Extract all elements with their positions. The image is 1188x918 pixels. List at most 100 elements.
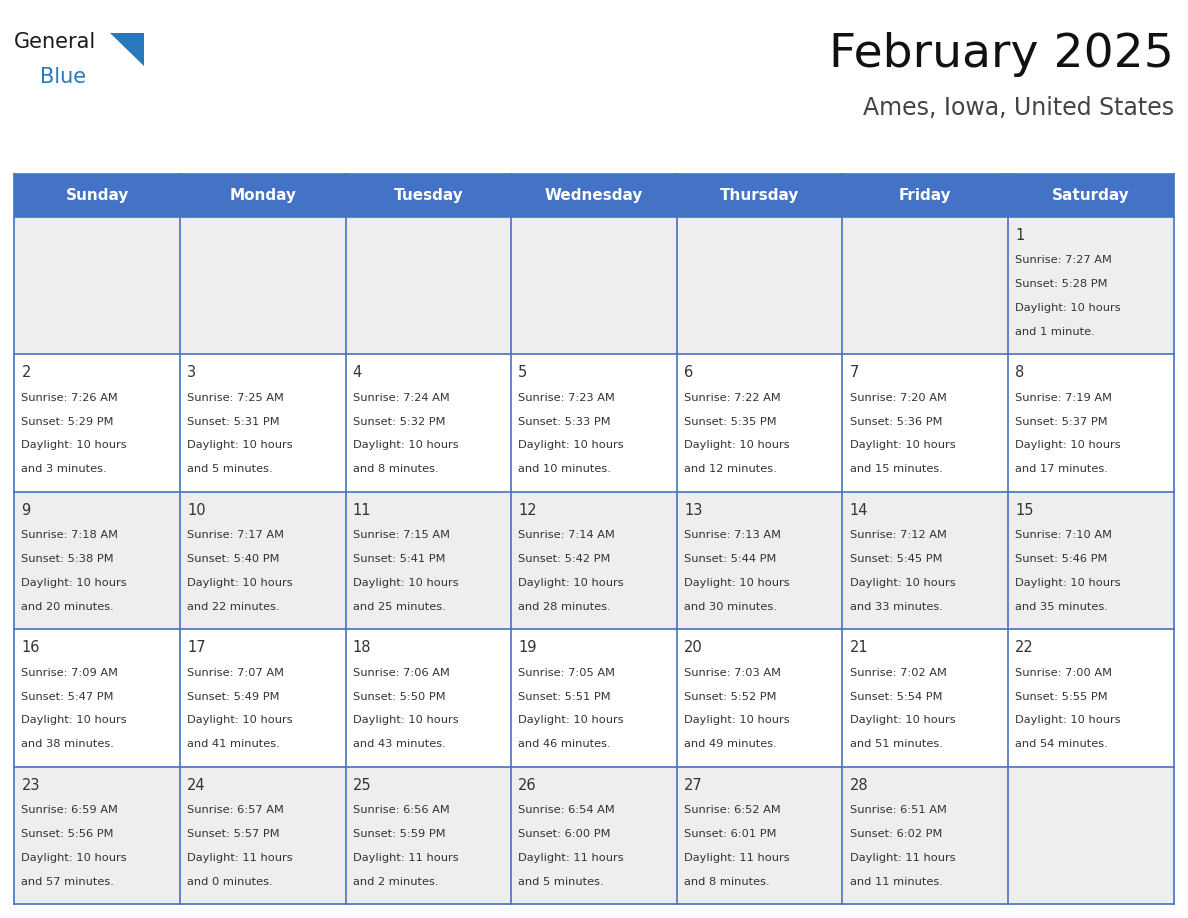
Text: and 11 minutes.: and 11 minutes. [849,877,942,887]
Text: 9: 9 [21,503,31,518]
Text: and 1 minute.: and 1 minute. [1016,327,1095,337]
Text: Sunrise: 7:20 AM: Sunrise: 7:20 AM [849,393,947,403]
Text: Sunrise: 7:17 AM: Sunrise: 7:17 AM [187,531,284,540]
Text: Daylight: 10 hours: Daylight: 10 hours [353,578,459,588]
Text: and 51 minutes.: and 51 minutes. [849,739,942,749]
Text: Daylight: 10 hours: Daylight: 10 hours [187,578,292,588]
Text: Sunrise: 7:23 AM: Sunrise: 7:23 AM [518,393,615,403]
Text: Sunrise: 7:07 AM: Sunrise: 7:07 AM [187,667,284,677]
Text: Sunrise: 7:00 AM: Sunrise: 7:00 AM [1016,667,1112,677]
Bar [511,629,677,767]
Text: Sunrise: 7:15 AM: Sunrise: 7:15 AM [353,531,450,540]
Text: Sunrise: 7:10 AM: Sunrise: 7:10 AM [1016,531,1112,540]
Bar [1009,767,1174,904]
Bar [1009,174,1174,217]
Bar [179,174,346,217]
Text: and 2 minutes.: and 2 minutes. [353,877,438,887]
Text: and 8 minutes.: and 8 minutes. [353,465,438,475]
Bar [842,174,1009,217]
Text: Sunrise: 7:25 AM: Sunrise: 7:25 AM [187,393,284,403]
Text: Sunrise: 7:05 AM: Sunrise: 7:05 AM [518,667,615,677]
Bar [346,492,511,629]
Text: Sunrise: 7:26 AM: Sunrise: 7:26 AM [21,393,118,403]
Text: and 15 minutes.: and 15 minutes. [849,465,942,475]
Text: Daylight: 10 hours: Daylight: 10 hours [518,578,624,588]
Bar [1009,629,1174,767]
Bar [179,354,346,492]
Bar [842,629,1009,767]
Text: 11: 11 [353,503,371,518]
Bar [677,767,842,904]
Text: 26: 26 [518,778,537,793]
Text: Sunset: 5:41 PM: Sunset: 5:41 PM [353,554,446,564]
Text: Sunrise: 7:19 AM: Sunrise: 7:19 AM [1016,393,1112,403]
Text: Sunset: 5:52 PM: Sunset: 5:52 PM [684,691,777,701]
Text: and 17 minutes.: and 17 minutes. [1016,465,1108,475]
Text: 16: 16 [21,640,40,655]
Bar [677,492,842,629]
Text: and 8 minutes.: and 8 minutes. [684,877,770,887]
Bar [511,217,677,354]
Text: Daylight: 10 hours: Daylight: 10 hours [353,715,459,725]
Text: and 41 minutes.: and 41 minutes. [187,739,280,749]
Text: Monday: Monday [229,188,296,203]
Text: Daylight: 11 hours: Daylight: 11 hours [187,853,292,863]
Text: and 10 minutes.: and 10 minutes. [518,465,611,475]
Text: Daylight: 10 hours: Daylight: 10 hours [21,441,127,451]
Bar [14,354,179,492]
Text: 25: 25 [353,778,372,793]
Text: 1: 1 [1016,228,1024,242]
Text: Daylight: 10 hours: Daylight: 10 hours [849,578,955,588]
Bar [14,217,179,354]
Text: Daylight: 10 hours: Daylight: 10 hours [518,715,624,725]
Text: and 22 minutes.: and 22 minutes. [187,602,279,611]
Text: Sunset: 5:51 PM: Sunset: 5:51 PM [518,691,611,701]
Text: February 2025: February 2025 [829,32,1174,77]
Text: and 54 minutes.: and 54 minutes. [1016,739,1108,749]
Text: Sunrise: 6:54 AM: Sunrise: 6:54 AM [518,805,615,815]
Bar [677,354,842,492]
Text: Daylight: 10 hours: Daylight: 10 hours [1016,303,1120,313]
Text: 23: 23 [21,778,40,793]
Text: 12: 12 [518,503,537,518]
Text: Daylight: 10 hours: Daylight: 10 hours [353,441,459,451]
Text: Sunset: 6:00 PM: Sunset: 6:00 PM [518,829,611,839]
Text: and 33 minutes.: and 33 minutes. [849,602,942,611]
Text: Sunset: 5:45 PM: Sunset: 5:45 PM [849,554,942,564]
Text: Sunset: 5:29 PM: Sunset: 5:29 PM [21,417,114,427]
Bar [179,767,346,904]
Text: Blue: Blue [40,67,87,87]
Text: Daylight: 10 hours: Daylight: 10 hours [1016,578,1120,588]
Text: Daylight: 10 hours: Daylight: 10 hours [187,441,292,451]
Text: Daylight: 10 hours: Daylight: 10 hours [21,578,127,588]
Text: Sunset: 5:56 PM: Sunset: 5:56 PM [21,829,114,839]
Text: Sunset: 5:44 PM: Sunset: 5:44 PM [684,554,776,564]
Text: 4: 4 [353,365,362,380]
Text: and 20 minutes.: and 20 minutes. [21,602,114,611]
Text: and 3 minutes.: and 3 minutes. [21,465,107,475]
Text: Sunset: 5:40 PM: Sunset: 5:40 PM [187,554,279,564]
Bar [1009,354,1174,492]
Bar [1009,217,1174,354]
Text: Sunrise: 6:51 AM: Sunrise: 6:51 AM [849,805,947,815]
Bar [842,217,1009,354]
Text: Sunrise: 6:52 AM: Sunrise: 6:52 AM [684,805,781,815]
Text: 21: 21 [849,640,868,655]
Text: 24: 24 [187,778,206,793]
Bar [677,174,842,217]
Bar [346,767,511,904]
Text: 10: 10 [187,503,206,518]
Text: Sunset: 5:37 PM: Sunset: 5:37 PM [1016,417,1108,427]
Text: Sunrise: 6:59 AM: Sunrise: 6:59 AM [21,805,119,815]
Bar [179,492,346,629]
Bar [179,217,346,354]
Text: 7: 7 [849,365,859,380]
Text: Daylight: 10 hours: Daylight: 10 hours [684,578,790,588]
Text: Tuesday: Tuesday [393,188,463,203]
Text: 6: 6 [684,365,694,380]
Text: Sunrise: 7:09 AM: Sunrise: 7:09 AM [21,667,119,677]
Text: Sunset: 5:36 PM: Sunset: 5:36 PM [849,417,942,427]
Text: Sunrise: 7:06 AM: Sunrise: 7:06 AM [353,667,449,677]
Text: 28: 28 [849,778,868,793]
Text: Sunset: 5:49 PM: Sunset: 5:49 PM [187,691,279,701]
